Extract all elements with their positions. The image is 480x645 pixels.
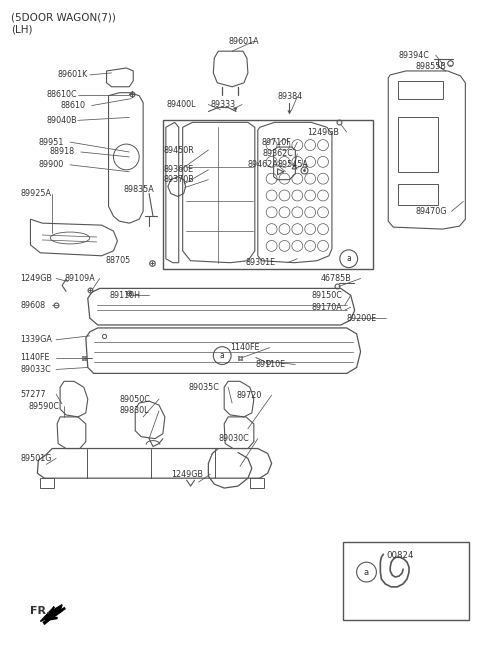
Text: 1249GB: 1249GB: [307, 128, 339, 137]
Text: 89710F: 89710F: [262, 137, 291, 146]
Text: 1140FE: 1140FE: [21, 353, 50, 362]
Text: 89951: 89951: [38, 137, 64, 146]
Text: 89110E: 89110E: [256, 360, 286, 369]
Text: 89150C: 89150C: [311, 291, 342, 300]
Text: 89400L: 89400L: [167, 100, 196, 109]
Bar: [398, 184, 438, 205]
Bar: [398, 117, 438, 172]
Text: 89110H: 89110H: [109, 291, 141, 300]
Text: a: a: [220, 351, 225, 360]
Text: 89925A: 89925A: [21, 189, 51, 198]
Text: 89601K: 89601K: [57, 70, 87, 79]
Text: 89030C: 89030C: [218, 434, 249, 443]
Text: 88610: 88610: [60, 101, 85, 110]
Text: (LH): (LH): [11, 25, 32, 34]
Text: 89501G: 89501G: [21, 454, 52, 463]
Text: 89470G: 89470G: [416, 207, 447, 216]
Text: 88918: 88918: [49, 148, 74, 157]
Text: 89301E: 89301E: [246, 258, 276, 267]
Text: a: a: [364, 568, 369, 577]
Text: 89370B: 89370B: [164, 175, 195, 184]
Text: 89601A: 89601A: [228, 37, 259, 46]
Text: 1249GB: 1249GB: [171, 470, 203, 479]
Text: 89450R: 89450R: [164, 146, 195, 155]
Text: 89720: 89720: [236, 391, 262, 400]
Text: 89033C: 89033C: [21, 365, 51, 374]
Text: 1339GA: 1339GA: [21, 335, 52, 344]
Text: 89394C: 89394C: [398, 50, 429, 59]
Text: 89590C: 89590C: [28, 402, 60, 410]
Text: a: a: [347, 254, 351, 263]
Bar: [398, 81, 443, 99]
Bar: [163, 121, 373, 268]
Text: 89040B: 89040B: [46, 116, 77, 125]
Text: 89835A: 89835A: [123, 185, 154, 194]
Text: 1140FE: 1140FE: [230, 343, 260, 352]
Text: 89035C: 89035C: [189, 382, 219, 392]
Text: 89900: 89900: [38, 161, 64, 170]
Bar: [343, 542, 469, 619]
Text: 88705: 88705: [106, 256, 131, 265]
Text: 89362C: 89362C: [263, 150, 294, 159]
Text: FR.: FR.: [30, 606, 51, 615]
Text: 46785B: 46785B: [321, 274, 352, 283]
Text: 57277: 57277: [21, 390, 46, 399]
Text: 89333: 89333: [210, 100, 236, 109]
Text: 89545A: 89545A: [277, 161, 309, 170]
Text: 89109A: 89109A: [64, 274, 95, 283]
Text: (5DOOR WAGON(7)): (5DOOR WAGON(7)): [11, 12, 116, 23]
Text: 00824: 00824: [386, 551, 414, 560]
Text: 1249GB: 1249GB: [21, 274, 53, 283]
Text: 89170A: 89170A: [311, 303, 342, 312]
Text: 89855B: 89855B: [416, 61, 447, 70]
Text: 89200E: 89200E: [347, 313, 377, 322]
Text: 89830L: 89830L: [120, 406, 149, 415]
Text: 89050C: 89050C: [120, 395, 150, 404]
Text: 88610C: 88610C: [46, 90, 77, 99]
Text: 89360E: 89360E: [164, 165, 194, 174]
Text: 89608: 89608: [21, 301, 46, 310]
Polygon shape: [40, 605, 62, 624]
Text: 89462A: 89462A: [248, 161, 279, 170]
Text: 89384: 89384: [277, 92, 303, 101]
